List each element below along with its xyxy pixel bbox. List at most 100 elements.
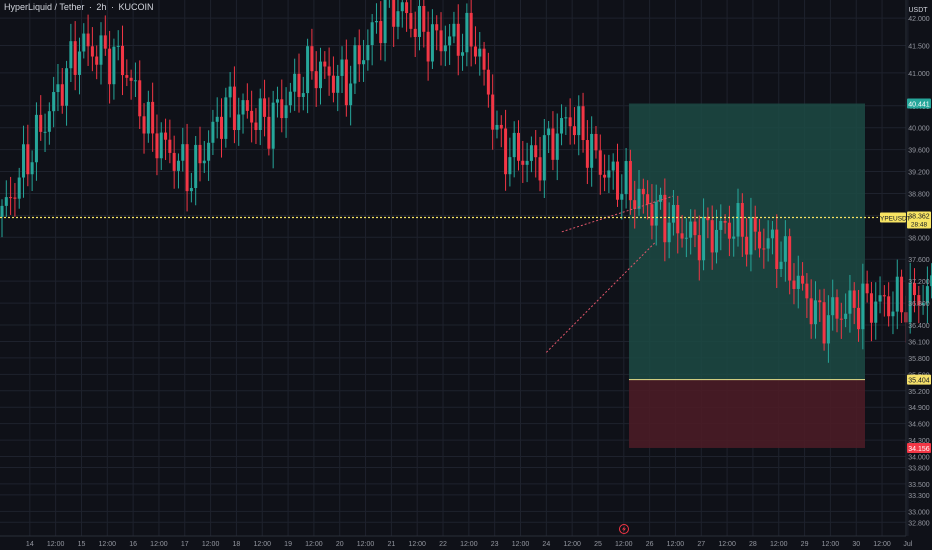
candle-down — [710, 220, 714, 253]
stop-price-tag: 34.156 — [908, 446, 930, 453]
target-price-tag-bg — [907, 98, 931, 109]
candle-down — [839, 318, 843, 320]
y-tick-label: 38.000 — [908, 235, 930, 242]
candle-up — [637, 188, 641, 209]
x-tick-label: 12:00 — [150, 541, 168, 548]
candle-up — [766, 238, 770, 249]
y-tick-label: 33.300 — [908, 493, 930, 500]
candle-up — [495, 124, 499, 130]
lightning-circle-icon[interactable] — [619, 524, 629, 534]
candle-down — [327, 66, 331, 76]
candle-up — [224, 97, 228, 139]
candle-down — [331, 75, 335, 93]
candle-up — [211, 121, 215, 143]
candle-up — [844, 313, 848, 319]
x-tick-label: 15 — [78, 541, 86, 548]
candle-down — [857, 307, 861, 330]
x-tick-label: 12:00 — [512, 541, 530, 548]
candle-down — [142, 116, 146, 134]
y-tick-label: 39.600 — [908, 148, 930, 155]
candle-down — [86, 33, 90, 47]
x-tick-label: 16 — [129, 541, 137, 548]
candle-down — [723, 221, 727, 223]
y-tick-label: 33.800 — [908, 465, 930, 472]
candle-up — [529, 145, 533, 161]
x-tick-label: 12:00 — [822, 541, 840, 548]
candle-up — [891, 311, 895, 317]
y-tick-label: 34.900 — [908, 405, 930, 412]
candle-down — [486, 69, 490, 95]
candle-up — [353, 45, 357, 84]
candle-down — [232, 86, 236, 131]
candle-up — [813, 300, 817, 325]
x-tick-label: 27 — [697, 541, 705, 548]
candle-down — [151, 101, 155, 134]
x-tick-label: 28 — [749, 541, 757, 548]
candle-up — [930, 275, 932, 287]
candle-down — [680, 233, 684, 239]
candle-down — [323, 61, 327, 67]
candle-down — [887, 296, 891, 317]
candle-up — [671, 204, 675, 223]
candle-up — [921, 303, 925, 306]
candle-down — [60, 84, 64, 106]
candle-down — [168, 139, 172, 153]
candle-up — [831, 297, 835, 316]
x-tick-label: 12:00 — [667, 541, 685, 548]
candle-down — [775, 229, 779, 269]
x-tick-label: 12:00 — [873, 541, 891, 548]
candle-up — [319, 61, 323, 89]
candle-up — [861, 283, 865, 330]
candle-up — [99, 35, 103, 65]
candle-down — [422, 5, 426, 32]
x-tick-label: 12:00 — [305, 541, 323, 548]
candle-up — [17, 177, 21, 199]
candle-up — [362, 60, 366, 65]
candle-down — [758, 231, 762, 249]
candle-down — [482, 48, 486, 70]
candle-down — [727, 222, 731, 239]
candle-down — [568, 117, 572, 127]
candle-up — [779, 261, 783, 269]
candle-down — [598, 150, 602, 175]
candle-up — [82, 33, 86, 52]
x-tick-label: 12:00 — [253, 541, 271, 548]
x-tick-label: 18 — [233, 541, 241, 548]
candle-down — [572, 126, 576, 136]
candle-up — [112, 46, 116, 85]
candle-down — [615, 161, 620, 200]
candle-down — [676, 204, 680, 234]
y-tick-label: 38.800 — [908, 191, 930, 198]
candle-up — [215, 116, 219, 122]
candle-up — [293, 73, 297, 92]
candle-up — [181, 144, 185, 161]
y-tick-label: 37.600 — [908, 257, 930, 264]
candle-down — [198, 144, 202, 164]
candle-down — [108, 48, 112, 85]
candle-down — [912, 283, 916, 296]
y-tick-label: 33.500 — [908, 482, 930, 489]
y-tick-label: 41.000 — [908, 71, 930, 78]
candle-down — [762, 248, 766, 250]
candle-up — [848, 290, 852, 314]
candle-down — [581, 106, 585, 141]
candle-down — [439, 30, 443, 52]
candle-up — [564, 117, 568, 119]
entry-price-tag: 35.404 — [908, 378, 930, 385]
x-tick-label: 19 — [284, 541, 292, 548]
y-tick-label: 35.800 — [908, 356, 930, 363]
candle-up — [430, 24, 434, 62]
x-tick-label: 12:00 — [563, 541, 581, 548]
candle-up — [783, 236, 787, 262]
candle-up — [611, 161, 615, 171]
candle-up — [374, 21, 378, 23]
candle-up — [452, 23, 456, 37]
candle-down — [469, 12, 473, 47]
candle-up — [684, 237, 688, 239]
candle-down — [697, 235, 701, 261]
candle-down — [818, 300, 822, 303]
candle-up — [654, 201, 658, 226]
candle-up — [52, 92, 56, 112]
y-tick-label: 36.100 — [908, 339, 930, 346]
